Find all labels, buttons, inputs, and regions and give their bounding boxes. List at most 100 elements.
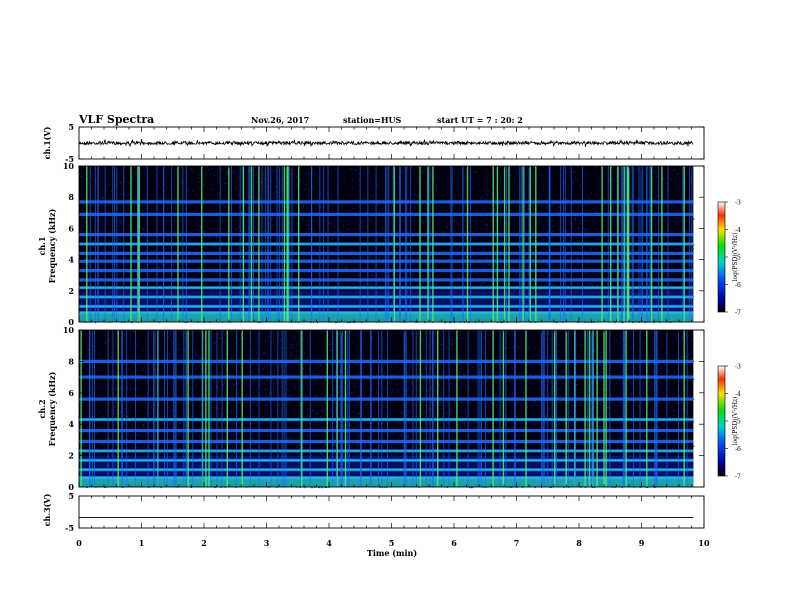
noise-pixel bbox=[532, 179, 534, 181]
noise-pixel bbox=[100, 393, 102, 395]
noise-pixel bbox=[181, 181, 183, 183]
sferic-streak bbox=[520, 166, 522, 322]
noise-pixel bbox=[692, 237, 694, 239]
noise-pixel bbox=[221, 263, 223, 265]
noise-pixel bbox=[277, 166, 279, 168]
noise-pixel bbox=[417, 332, 420, 334]
noise-pixel bbox=[566, 170, 568, 173]
noise-pixel bbox=[315, 194, 317, 196]
noise-pixel bbox=[562, 354, 564, 356]
noise-pixel bbox=[346, 322, 348, 324]
noise-pixel bbox=[530, 321, 532, 324]
noise-pixel bbox=[321, 426, 323, 428]
noise-pixel bbox=[583, 406, 585, 408]
noise-pixel bbox=[127, 401, 129, 403]
noise-pixel bbox=[225, 182, 227, 185]
noise-pixel bbox=[237, 371, 239, 373]
noise-pixel bbox=[485, 257, 488, 259]
noise-pixel bbox=[410, 366, 412, 368]
noise-pixel bbox=[601, 352, 603, 354]
noise-pixel bbox=[401, 276, 404, 279]
noise-pixel bbox=[516, 258, 518, 260]
noise-pixel bbox=[478, 432, 480, 434]
noise-pixel bbox=[512, 346, 514, 348]
noise-pixel bbox=[633, 283, 635, 286]
noise-pixel bbox=[111, 355, 113, 357]
noise-pixel bbox=[110, 393, 112, 395]
noise-pixel bbox=[423, 256, 425, 258]
noise-pixel bbox=[197, 225, 199, 227]
noise-pixel bbox=[485, 405, 487, 407]
noise-pixel bbox=[496, 395, 498, 397]
noise-pixel bbox=[667, 452, 669, 455]
noise-pixel bbox=[557, 389, 559, 391]
noise-pixel bbox=[599, 403, 601, 405]
noise-pixel bbox=[99, 411, 101, 413]
noise-pixel bbox=[552, 225, 554, 227]
noise-pixel bbox=[559, 401, 561, 403]
noise-pixel bbox=[676, 374, 678, 376]
noise-pixel bbox=[493, 193, 495, 195]
noise-pixel bbox=[358, 281, 360, 283]
noise-pixel bbox=[377, 169, 379, 171]
noise-pixel bbox=[146, 392, 149, 394]
noise-pixel bbox=[449, 411, 451, 413]
noise-pixel bbox=[183, 179, 185, 181]
noise-pixel bbox=[320, 453, 323, 455]
noise-pixel bbox=[169, 447, 171, 450]
noise-pixel bbox=[290, 258, 292, 260]
noise-pixel bbox=[154, 191, 156, 193]
noise-pixel bbox=[169, 438, 171, 441]
noise-pixel bbox=[448, 255, 450, 257]
noise-pixel bbox=[249, 258, 251, 260]
noise-pixel bbox=[563, 181, 565, 183]
noise-pixel bbox=[433, 405, 435, 407]
sferic-streak bbox=[219, 166, 221, 322]
noise-pixel bbox=[687, 169, 689, 171]
noise-pixel bbox=[398, 236, 400, 238]
noise-pixel bbox=[643, 232, 645, 234]
noise-pixel bbox=[153, 249, 156, 251]
noise-pixel bbox=[276, 349, 278, 351]
noise-pixel bbox=[481, 335, 483, 337]
noise-pixel bbox=[366, 226, 368, 228]
noise-pixel bbox=[268, 257, 270, 259]
noise-pixel bbox=[359, 412, 361, 414]
band-line bbox=[79, 268, 694, 273]
sferic-streak bbox=[638, 166, 640, 322]
noise-pixel bbox=[112, 173, 115, 175]
noise-pixel bbox=[631, 330, 633, 332]
noise-pixel bbox=[188, 378, 190, 381]
noise-pixel bbox=[248, 453, 250, 455]
noise-pixel bbox=[171, 255, 173, 257]
noise-pixel bbox=[214, 487, 216, 489]
noise-pixel bbox=[289, 421, 291, 423]
noise-pixel bbox=[87, 349, 89, 351]
noise-pixel bbox=[593, 217, 595, 219]
noise-pixel bbox=[188, 189, 190, 191]
noise-pixel bbox=[142, 369, 144, 372]
noise-pixel bbox=[218, 408, 220, 410]
noise-pixel bbox=[98, 185, 100, 187]
noise-pixel bbox=[663, 424, 665, 426]
noise-pixel bbox=[102, 166, 105, 169]
noise-pixel bbox=[349, 412, 351, 414]
noise-pixel bbox=[308, 385, 310, 387]
noise-pixel bbox=[473, 222, 475, 224]
noise-pixel bbox=[645, 486, 648, 489]
noise-pixel bbox=[547, 333, 549, 335]
noise-pixel bbox=[523, 392, 525, 394]
noise-pixel bbox=[580, 223, 582, 225]
noise-pixel bbox=[220, 255, 222, 257]
noise-pixel bbox=[383, 406, 385, 408]
noise-pixel bbox=[580, 334, 582, 336]
noise-pixel bbox=[585, 334, 587, 336]
noise-pixel bbox=[317, 365, 319, 367]
noise-pixel bbox=[175, 173, 177, 175]
noise-pixel bbox=[361, 219, 363, 221]
noise-pixel bbox=[256, 351, 258, 353]
noise-pixel bbox=[580, 215, 582, 217]
noise-pixel bbox=[510, 209, 512, 211]
noise-pixel bbox=[527, 406, 529, 408]
noise-pixel bbox=[392, 432, 394, 434]
